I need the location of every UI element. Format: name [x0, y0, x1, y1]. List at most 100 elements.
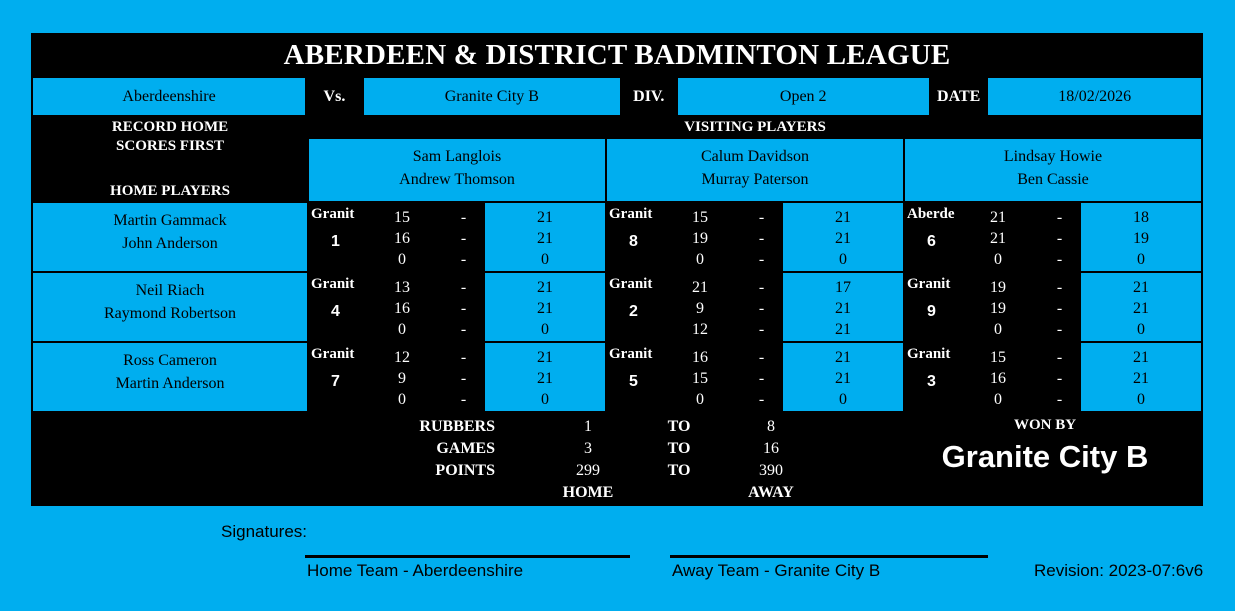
date-field[interactable]: 18/02/2026 [988, 78, 1201, 115]
match-cell[interactable]: Granit 1 15 16 0 - - - 21 21 0 [309, 203, 605, 271]
dash: - [460, 230, 467, 247]
dash: - [460, 279, 467, 296]
visiting-player-name: Sam Langlois [412, 148, 502, 165]
dash: - [1056, 230, 1063, 247]
visiting-pair[interactable]: Calum Davidson Murray Paterson [607, 139, 903, 201]
home-game-score: 19 [990, 300, 1006, 317]
points-to-label: TO [667, 462, 691, 479]
home-scores[interactable]: 13 16 0 [362, 273, 442, 341]
away-game-score: 21 [537, 300, 553, 317]
table-row: Ross Cameron Martin Anderson Granit 7 12… [33, 343, 1201, 411]
home-pair[interactable]: Martin Gammack John Anderson [33, 203, 307, 271]
dash: - [758, 279, 765, 296]
home-pair[interactable]: Neil Riach Raymond Robertson [33, 273, 307, 341]
away-scores[interactable]: 21 21 0 [485, 343, 605, 411]
dash: - [460, 251, 467, 268]
home-game-score: 0 [398, 321, 406, 338]
winner-team-label: Granit [907, 346, 951, 362]
home-game-score: 0 [994, 251, 1002, 268]
home-signature-line[interactable] [305, 555, 630, 558]
dash: - [758, 209, 765, 226]
away-game-score: 21 [835, 300, 851, 317]
winner-team-label: Granit [311, 346, 355, 362]
dash: - [1056, 300, 1063, 317]
visiting-pair[interactable]: Lindsay Howie Ben Cassie [905, 139, 1201, 201]
home-scores[interactable]: 15 19 0 [660, 203, 740, 271]
away-caption: AWAY [748, 484, 794, 501]
home-scores[interactable]: 12 9 0 [362, 343, 442, 411]
score-separator: - - - [740, 343, 783, 411]
visiting-player-name: Andrew Thomson [399, 171, 515, 188]
match-winner: Granit 1 [309, 203, 362, 271]
away-scores[interactable]: 21 21 0 [485, 273, 605, 341]
away-game-score: 21 [835, 321, 851, 338]
match-number: 4 [331, 303, 340, 320]
away-game-score: 0 [541, 321, 549, 338]
visiting-pair[interactable]: Sam Langlois Andrew Thomson [309, 139, 605, 201]
home-team-field[interactable]: Aberdeenshire [33, 78, 306, 115]
dash: - [758, 321, 765, 338]
away-game-score: 21 [835, 209, 851, 226]
home-game-score: 15 [394, 209, 410, 226]
away-scores[interactable]: 21 21 0 [783, 343, 903, 411]
away-game-score: 21 [537, 349, 553, 366]
home-scores[interactable]: 15 16 0 [362, 203, 442, 271]
dash: - [758, 300, 765, 317]
away-scores[interactable]: 18 19 0 [1081, 203, 1201, 271]
home-game-score: 15 [990, 349, 1006, 366]
match-number: 3 [927, 373, 936, 390]
away-scores[interactable]: 21 21 0 [485, 203, 605, 271]
away-game-score: 21 [537, 209, 553, 226]
match-winner: Granit 2 [607, 273, 660, 341]
match-cell[interactable]: Granit 4 13 16 0 - - - 21 21 0 [309, 273, 605, 341]
home-pair[interactable]: Ross Cameron Martin Anderson [33, 343, 307, 411]
dash: - [758, 230, 765, 247]
match-number: 8 [629, 233, 638, 250]
dash: - [460, 391, 467, 408]
score-separator: - - - [1038, 203, 1081, 271]
home-game-score: 16 [394, 230, 410, 247]
home-player-name: Neil Riach [135, 282, 205, 299]
home-scores[interactable]: 19 19 0 [958, 273, 1038, 341]
away-scores[interactable]: 21 21 0 [1081, 343, 1201, 411]
dash: - [460, 370, 467, 387]
away-signature-line[interactable] [670, 555, 988, 558]
away-game-score: 21 [537, 230, 553, 247]
home-game-score: 0 [398, 391, 406, 408]
record-line-2: SCORES FIRST [116, 138, 224, 154]
away-game-score: 0 [1137, 251, 1145, 268]
match-cell[interactable]: Granit 3 15 16 0 - - - 21 21 0 [905, 343, 1201, 411]
home-scores[interactable]: 15 16 0 [958, 343, 1038, 411]
away-scores[interactable]: 17 21 21 [783, 273, 903, 341]
away-game-score: 18 [1133, 209, 1149, 226]
away-game-score: 21 [1133, 300, 1149, 317]
dash: - [1056, 251, 1063, 268]
home-player-name: Martin Gammack [113, 212, 227, 229]
match-cell[interactable]: Granit 5 16 15 0 - - - 21 21 0 [607, 343, 903, 411]
away-team-field[interactable]: Granite City B [363, 78, 620, 115]
match-winner: Granit 4 [309, 273, 362, 341]
match-winner: Granit 8 [607, 203, 660, 271]
home-scores[interactable]: 16 15 0 [660, 343, 740, 411]
match-cell[interactable]: Granit 7 12 9 0 - - - 21 21 0 [309, 343, 605, 411]
match-winner: Aberde 6 [905, 203, 958, 271]
division-field[interactable]: Open 2 [677, 78, 929, 115]
winner-team-label: Granit [609, 206, 653, 222]
home-game-score: 0 [994, 391, 1002, 408]
dash: - [460, 209, 467, 226]
match-cell[interactable]: Granit 2 21 9 12 - - - 17 21 21 [607, 273, 903, 341]
match-cell[interactable]: Granit 8 15 19 0 - - - 21 21 0 [607, 203, 903, 271]
home-scores[interactable]: 21 9 12 [660, 273, 740, 341]
home-game-score: 0 [696, 391, 704, 408]
away-scores[interactable]: 21 21 0 [783, 203, 903, 271]
rubbers-to-label: TO [667, 418, 691, 435]
score-separator: - - - [442, 273, 485, 341]
away-scores[interactable]: 21 21 0 [1081, 273, 1201, 341]
score-separator: - - - [442, 343, 485, 411]
rubbers-away-value: 8 [767, 418, 775, 435]
match-cell[interactable]: Granit 9 19 19 0 - - - 21 21 0 [905, 273, 1201, 341]
vs-label: Vs. [307, 78, 362, 115]
home-player-name: Raymond Robertson [104, 305, 236, 322]
home-scores[interactable]: 21 21 0 [958, 203, 1038, 271]
match-cell[interactable]: Aberde 6 21 21 0 - - - 18 19 0 [905, 203, 1201, 271]
